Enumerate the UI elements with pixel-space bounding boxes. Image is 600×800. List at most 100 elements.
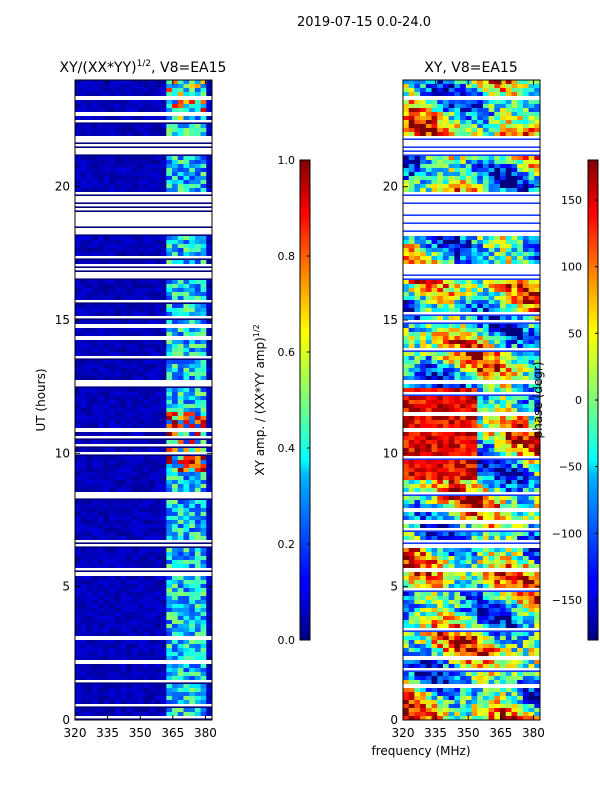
phase-cell [494, 448, 501, 453]
amp-cell [132, 528, 139, 533]
phase-cell [511, 408, 518, 413]
phase-cell [454, 448, 461, 453]
phase-cell [534, 572, 540, 577]
amp-cell [80, 632, 87, 637]
phase-cell [488, 344, 495, 349]
amp-cell [183, 448, 190, 453]
phase-cell [522, 108, 529, 113]
phase-cell [448, 436, 455, 441]
phase-cell [488, 340, 495, 345]
phase-cell [494, 432, 501, 437]
phase-cell [517, 524, 524, 529]
amp-cell [92, 604, 99, 609]
amp-cell [166, 104, 173, 109]
phase-cell [442, 472, 450, 477]
phase-cell [500, 332, 507, 337]
phase-cell [431, 572, 438, 577]
amp-cell [183, 640, 190, 645]
amp-cell [137, 548, 144, 553]
phase-cell [420, 324, 427, 329]
phase-cell [488, 564, 495, 569]
amp-cell [149, 252, 156, 257]
amp-cell [172, 712, 179, 717]
amp-cell [200, 364, 207, 369]
phase-cell [534, 448, 540, 453]
amp-cell [120, 84, 127, 89]
amp-cell [160, 328, 167, 333]
amp-cell [97, 548, 104, 553]
phase-cell [448, 160, 455, 165]
amp-cell [183, 692, 190, 697]
phase-cell [505, 344, 512, 349]
phase-cell [500, 280, 507, 285]
amp-cell [154, 648, 162, 653]
amp-cell [166, 292, 173, 297]
phase-cell [460, 460, 467, 465]
amp-cell [97, 184, 104, 189]
amp-cell [97, 560, 104, 565]
amp-cell [166, 460, 173, 465]
phase-cell [460, 260, 467, 265]
amp-cell [120, 592, 127, 597]
phase-cell [522, 252, 529, 257]
amp-cell [177, 308, 184, 313]
amp-cell [189, 464, 196, 469]
phase-cell [408, 448, 415, 453]
phase-cell [431, 560, 438, 565]
phase-cell [442, 360, 450, 365]
phase-cell [517, 292, 524, 297]
amp-cell [154, 248, 162, 253]
amp-cell [189, 488, 196, 493]
amp-cell [160, 652, 167, 657]
amp-cell [114, 488, 122, 493]
phase-cell [528, 304, 535, 309]
phase-cell [511, 280, 518, 285]
amp-cell [143, 536, 150, 541]
amp-cell [166, 440, 173, 445]
amp-cell [97, 168, 104, 173]
phase-cell [454, 100, 461, 105]
amp-cell [80, 188, 87, 193]
phase-cell [511, 84, 518, 89]
amp-cell [86, 244, 93, 249]
amp-cell [154, 280, 162, 285]
amp-cell [143, 160, 150, 165]
phase-cell [420, 532, 427, 537]
phase-cell [494, 404, 501, 409]
amp-cell [143, 372, 150, 377]
phase-cell [528, 464, 535, 469]
amp-cell [97, 176, 104, 181]
phase-cell [437, 396, 444, 401]
phase-cell [414, 548, 421, 553]
amp-cell [183, 184, 190, 189]
amp-cell [103, 280, 110, 285]
phase-cell [528, 324, 535, 329]
phase-cell [414, 440, 421, 445]
amp-cell [177, 260, 184, 265]
amp-cell [160, 700, 167, 705]
amp-cell [137, 484, 144, 489]
amp-cell [120, 304, 127, 309]
phase-cell [477, 480, 484, 485]
amp-cell [103, 484, 110, 489]
amp-cell [154, 84, 162, 89]
amp-cell [183, 504, 190, 509]
amp-cell [137, 656, 144, 661]
amp-cell [189, 252, 196, 257]
amp-cell [75, 584, 82, 589]
amp-cell [137, 432, 144, 437]
phase-cell [505, 260, 512, 265]
amp-cell [137, 616, 144, 621]
amp-cell [149, 180, 156, 185]
amp-cell [177, 604, 184, 609]
data-gap-row [403, 312, 540, 315]
amp-cell [177, 164, 184, 169]
phase-cell [425, 564, 432, 569]
amp-cell [149, 620, 156, 625]
phase-cell [500, 308, 507, 313]
amp-cell [103, 624, 110, 629]
amp-cell [189, 560, 196, 565]
phase-cell [448, 248, 455, 253]
amp-cell [114, 504, 122, 509]
phase-cell [522, 444, 529, 449]
